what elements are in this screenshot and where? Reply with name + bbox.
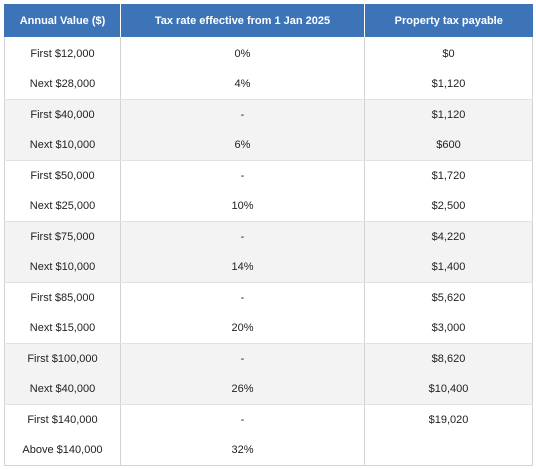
tax-rate-cell: 20%: [120, 313, 365, 344]
annual-value-cell: First $40,000: [4, 99, 121, 130]
annual-value-cell: First $12,000: [4, 37, 121, 69]
table-row: Next $28,000 4% $1,120: [4, 69, 533, 100]
table-row: Next $25,000 10% $2,500: [4, 191, 533, 222]
table-row: First $85,000 - $5,620: [4, 282, 533, 313]
tax-rate-cell: 0%: [120, 37, 365, 69]
header-property-tax-payable: Property tax payable: [364, 4, 533, 37]
tax-payable-cell: $1,120: [364, 99, 533, 130]
annual-value-cell: First $50,000: [4, 160, 121, 191]
tax-rate-cell: 6%: [120, 130, 365, 161]
header-tax-rate: Tax rate effective from 1 Jan 2025: [120, 4, 365, 37]
table-row: First $140,000 - $19,020: [4, 404, 533, 435]
annual-value-cell: Next $15,000: [4, 313, 121, 344]
tax-payable-cell: $600: [364, 130, 533, 161]
table-row: First $50,000 - $1,720: [4, 160, 533, 191]
tax-rate-cell: -: [120, 99, 365, 130]
table-row: Next $15,000 20% $3,000: [4, 313, 533, 344]
table-row: Next $40,000 26% $10,400: [4, 374, 533, 405]
annual-value-cell: First $85,000: [4, 282, 121, 313]
tax-rate-cell: -: [120, 282, 365, 313]
annual-value-cell: Next $40,000: [4, 374, 121, 405]
table-row: First $75,000 - $4,220: [4, 221, 533, 252]
table-row: Next $10,000 6% $600: [4, 130, 533, 161]
annual-value-cell: Above $140,000: [4, 435, 121, 466]
tax-rate-cell: 26%: [120, 374, 365, 405]
tax-payable-cell: $5,620: [364, 282, 533, 313]
table-row: First $100,000 - $8,620: [4, 343, 533, 374]
annual-value-cell: Next $10,000: [4, 130, 121, 161]
header-annual-value: Annual Value ($): [4, 4, 121, 37]
tax-payable-cell: $1,720: [364, 160, 533, 191]
property-tax-rate-table: Annual Value ($) Tax rate effective from…: [4, 4, 533, 466]
tax-rate-cell: -: [120, 160, 365, 191]
tax-payable-cell: $2,500: [364, 191, 533, 222]
tax-rate-cell: -: [120, 404, 365, 435]
annual-value-cell: First $75,000: [4, 221, 121, 252]
tax-payable-cell: $19,020: [364, 404, 533, 435]
annual-value-cell: First $140,000: [4, 404, 121, 435]
tax-rate-cell: 32%: [120, 435, 365, 466]
tax-payable-cell: $1,120: [364, 69, 533, 100]
table-row: Next $10,000 14% $1,400: [4, 252, 533, 283]
annual-value-cell: Next $10,000: [4, 252, 121, 283]
table-header-row: Annual Value ($) Tax rate effective from…: [4, 4, 533, 37]
annual-value-cell: Next $28,000: [4, 69, 121, 100]
annual-value-cell: Next $25,000: [4, 191, 121, 222]
table-row: First $12,000 0% $0: [4, 37, 533, 69]
tax-payable-cell: $10,400: [364, 374, 533, 405]
tax-payable-cell: $3,000: [364, 313, 533, 344]
table-row: First $40,000 - $1,120: [4, 99, 533, 130]
tax-rate-cell: 10%: [120, 191, 365, 222]
tax-rate-cell: 14%: [120, 252, 365, 283]
tax-payable-cell: $8,620: [364, 343, 533, 374]
table-row: Above $140,000 32%: [4, 435, 533, 466]
tax-rate-table-container: Annual Value ($) Tax rate effective from…: [4, 4, 533, 466]
tax-payable-cell: $0: [364, 37, 533, 69]
tax-rate-cell: -: [120, 221, 365, 252]
tax-payable-cell: $1,400: [364, 252, 533, 283]
tax-payable-cell: [364, 435, 533, 466]
annual-value-cell: First $100,000: [4, 343, 121, 374]
tax-payable-cell: $4,220: [364, 221, 533, 252]
tax-rate-cell: 4%: [120, 69, 365, 100]
tax-rate-cell: -: [120, 343, 365, 374]
